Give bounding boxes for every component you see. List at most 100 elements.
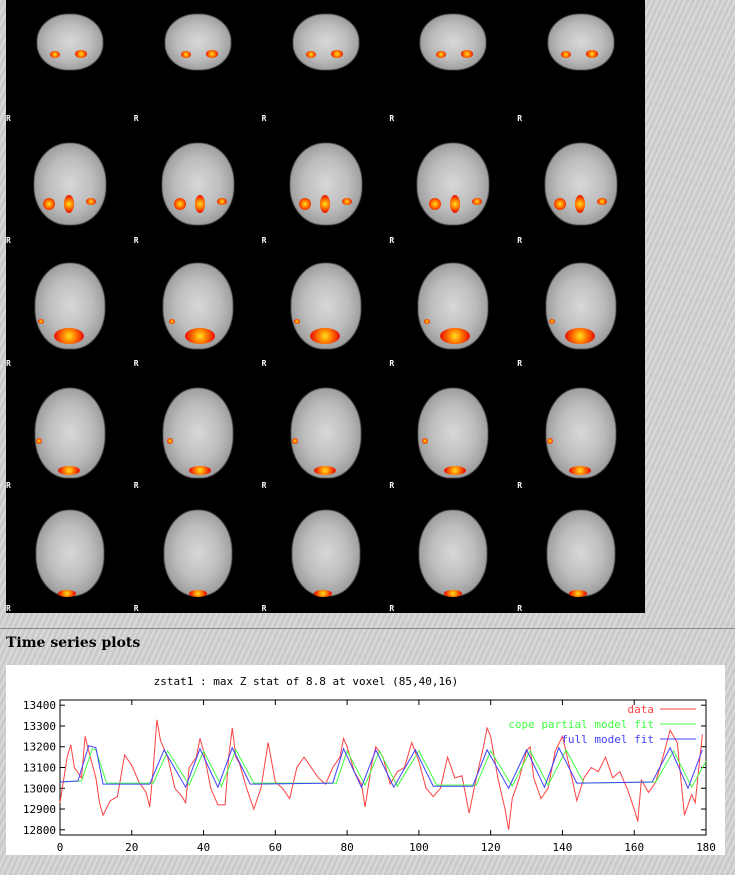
orientation-label: R [517,113,523,123]
activation-cluster [168,318,175,324]
activation-cluster [440,328,471,345]
activation-cluster [444,466,467,476]
orientation-label: R [133,481,139,491]
activation-cluster [180,50,191,58]
orientation-label: R [261,236,267,246]
legend-label: cope partial model fit [508,718,654,731]
section-divider [0,628,735,629]
activation-cluster [64,194,74,213]
brain-slice: R [261,123,390,246]
brain-image [162,387,233,478]
brain-slice: R [134,123,262,245]
activation-cluster [298,197,311,210]
activation-cluster [549,318,556,324]
brain-image [164,14,231,70]
activation-cluster [569,466,592,476]
activation-cluster [50,50,60,58]
brain-slice: R [6,245,134,368]
brain-slice: R [262,490,390,613]
orientation-label: R [517,481,523,491]
time-series-plot: zstat1 : max Z stat of 8.8 at voxel (85,… [6,665,725,855]
brain-image [419,510,488,597]
y-tick-label: 13000 [23,782,56,795]
x-tick-label: 80 [340,841,353,854]
y-tick-label: 13100 [23,762,56,775]
orientation-label: R [389,236,395,246]
brain-image [547,510,616,597]
legend-label: data [628,703,655,716]
activation-cluster [569,589,588,597]
activation-cluster [58,466,80,476]
brain-slice: R [134,245,262,368]
activation-cluster [188,466,211,476]
orientation-label: R [6,603,11,613]
brain-slice: R [389,368,517,490]
brain-slice: R [517,368,645,491]
y-tick-label: 13400 [23,699,56,712]
x-tick-label: 20 [125,841,138,854]
activation-cluster [305,50,316,58]
activation-cluster [472,198,483,206]
chart-title: zstat1 : max Z stat of 8.8 at voxel (85,… [154,675,459,688]
orientation-label: R [6,113,11,123]
brain-slice: R [261,368,390,491]
orientation-label: R [6,236,11,246]
brain-slice: R [133,368,262,491]
activation-cluster [293,318,300,324]
brain-slice: R [389,490,517,613]
activation-cluster [565,328,596,345]
legend-label: full model fit [561,733,654,746]
brain-image [37,14,103,70]
section-heading: Time series plots [6,635,141,651]
brain-slice: R [517,0,645,123]
activation-slice-montage: R R R R R R R R R R R R R R R R R R R R R R R R R [6,0,645,613]
orientation-label: R [517,236,523,246]
activation-cluster [86,198,96,206]
activation-cluster [341,198,352,206]
activation-cluster [54,328,84,345]
orientation-label: R [261,603,267,613]
brain-slice: R [262,0,390,123]
x-tick-label: 160 [624,841,644,854]
activation-cluster [313,466,336,476]
orientation-label: R [133,113,139,123]
activation-cluster [424,318,431,324]
brain-slice: R [6,0,134,123]
activation-cluster [216,198,227,206]
activation-cluster [597,198,608,206]
orientation-label: R [389,603,395,613]
orientation-label: R [261,113,267,123]
brain-slice: R [389,0,517,123]
brain-image [418,387,489,478]
activation-cluster [43,197,55,210]
activation-cluster [444,589,463,597]
activation-cluster [429,197,442,210]
x-tick-label: 60 [269,841,282,854]
y-tick-label: 13200 [23,741,56,754]
activation-cluster [205,50,218,58]
orientation-label: R [389,358,395,368]
brain-image [420,14,487,70]
activation-cluster [194,194,205,213]
orientation-label: R [517,603,523,613]
activation-cluster [36,437,42,444]
activation-cluster [575,194,586,213]
activation-cluster [422,437,429,444]
activation-cluster [547,437,554,444]
y-tick-label: 12900 [23,803,56,816]
activation-cluster [554,197,567,210]
y-tick-label: 13300 [23,720,56,733]
activation-cluster [38,318,44,324]
orientation-label: R [6,481,11,491]
brain-slice: R [389,245,517,368]
activation-cluster [319,194,330,213]
activation-cluster [436,50,447,58]
brain-slice: R [389,123,517,246]
series-line-data [59,719,703,830]
brain-slice: R [517,490,645,613]
orientation-label: R [261,481,267,491]
brain-image [291,510,360,597]
activation-cluster [313,589,332,597]
activation-cluster [58,589,76,597]
activation-cluster [291,437,298,444]
